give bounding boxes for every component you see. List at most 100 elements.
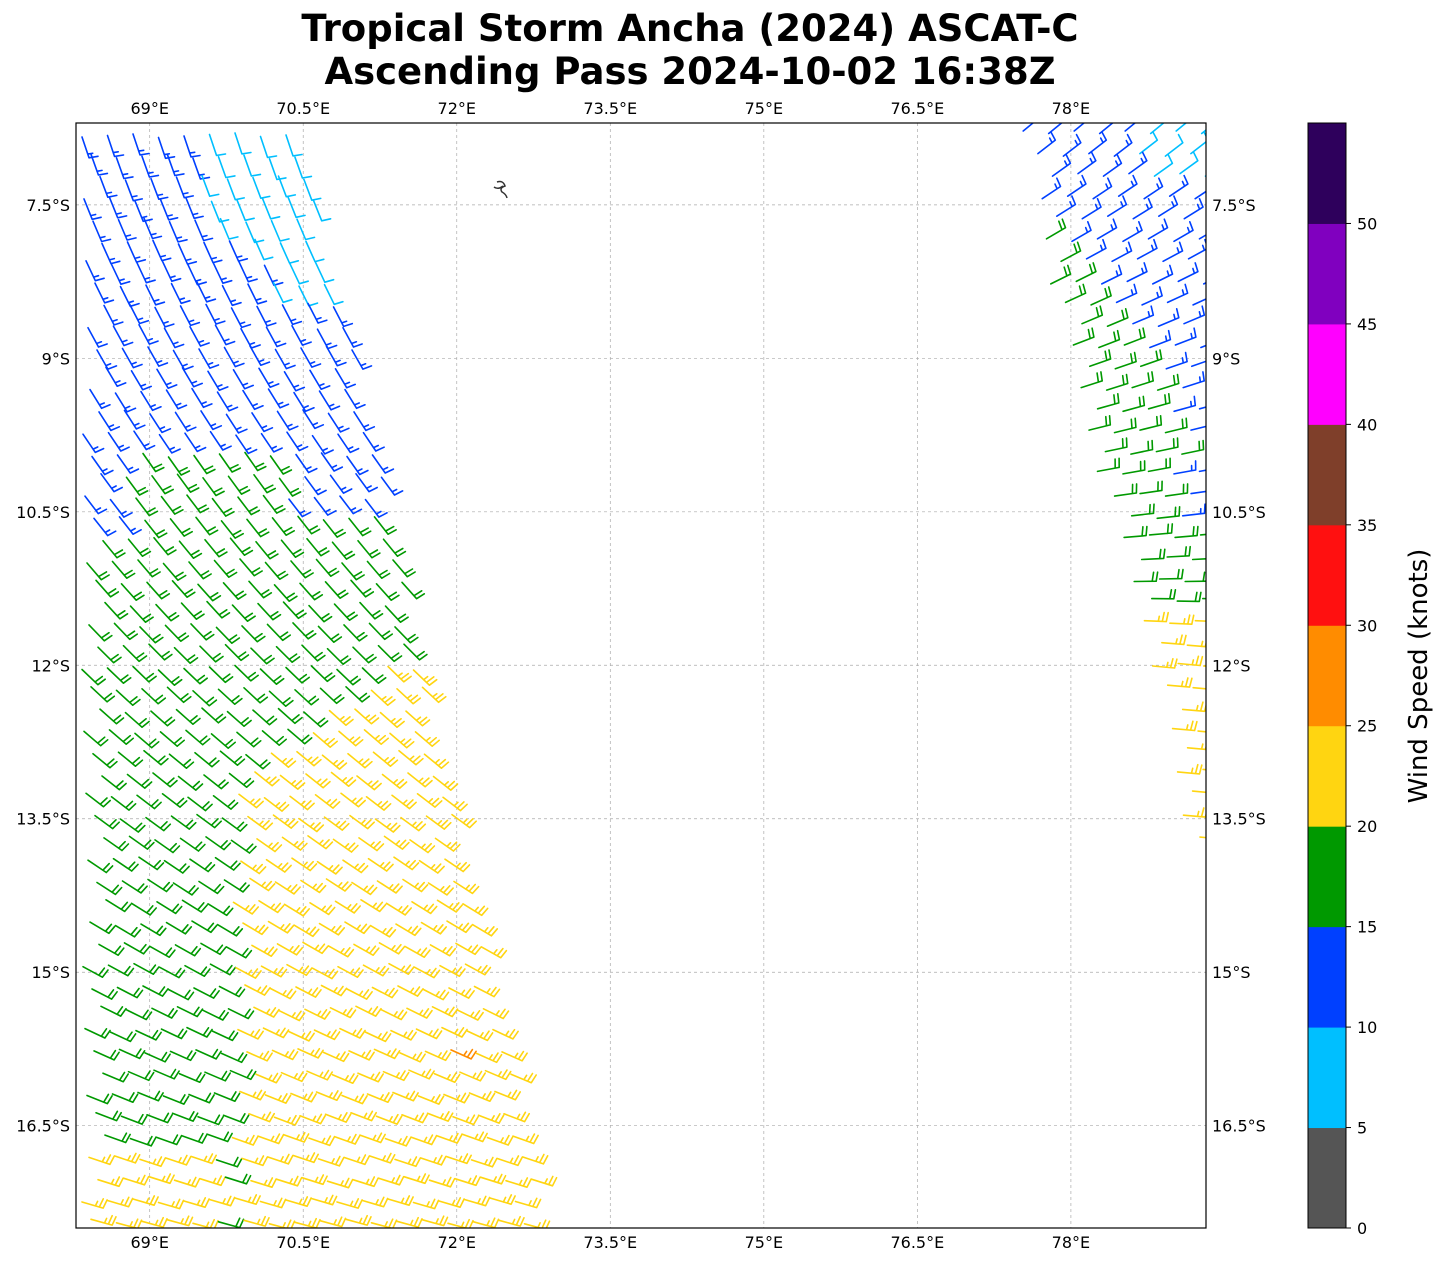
chart-title-line2: Ascending Pass 2024-10-02 16:38Z: [324, 50, 1056, 93]
wind-barb: [514, 1197, 542, 1209]
wind-barb: [324, 581, 349, 599]
wind-barb: [234, 132, 252, 155]
wind-barb: [1088, 131, 1108, 155]
wind-barb: [118, 1048, 146, 1060]
wind-barb: [120, 583, 145, 601]
wind-barb: [95, 579, 120, 598]
wind-barb: [243, 687, 269, 704]
wind-barb: [226, 710, 252, 727]
wind-barb: [1081, 197, 1102, 220]
wind-barb: [288, 1030, 315, 1042]
wind-barb: [225, 413, 248, 434]
wind-barb: [459, 1070, 486, 1082]
wind-barb: [350, 1110, 377, 1122]
wind-barb: [1081, 305, 1104, 325]
wind-barb: [505, 1177, 532, 1188]
wind-barb: [301, 1174, 328, 1186]
wind-barb: [92, 220, 112, 243]
wind-barb: [313, 496, 337, 516]
wind-barb: [401, 1112, 428, 1124]
wind-barb: [101, 775, 127, 791]
wind-barb: [163, 859, 190, 874]
wind-barb: [332, 306, 354, 328]
wind-barb: [380, 1009, 408, 1021]
wind-barb: [100, 473, 123, 493]
wind-barb: [482, 1008, 510, 1020]
wind-barb: [1122, 221, 1143, 243]
wind-barb: [82, 433, 105, 454]
wind-barb: [368, 1152, 396, 1164]
wind-barb: [83, 198, 102, 221]
wind-barb: [325, 878, 352, 892]
wind-barb: [226, 178, 245, 201]
wind-barb: [110, 263, 131, 285]
wind-barb: [249, 345, 271, 366]
wind-barb: [184, 432, 207, 453]
wind-barb: [279, 242, 300, 264]
wind-barb: [1136, 238, 1158, 260]
wind-barb: [1186, 640, 1206, 648]
wind-barb: [91, 455, 114, 476]
wind-barb: [250, 647, 275, 665]
wind-barb: [396, 1216, 423, 1228]
wind-barb: [1090, 286, 1112, 306]
wind-barb: [523, 1219, 551, 1228]
wind-barb: [106, 667, 132, 684]
wind-barb: [294, 1217, 321, 1228]
wind-barb: [1050, 264, 1072, 285]
wind-barb: [217, 1217, 245, 1228]
wind-barb: [1190, 425, 1206, 431]
wind-barb: [405, 710, 431, 727]
wind-barb: [227, 1008, 255, 1020]
wind-barb: [246, 1050, 273, 1062]
wind-barb: [249, 877, 276, 892]
wind-barb: [1181, 503, 1206, 517]
wind-barb: [243, 154, 262, 177]
lat-tick-label-right: 15°S: [1212, 963, 1251, 982]
wind-barb: [1214, 242, 1233, 261]
wind-barb: [313, 1029, 341, 1041]
wind-barb: [198, 348, 220, 369]
wind-barb: [1092, 177, 1113, 200]
wind-barb: [416, 793, 443, 808]
wind-barb: [293, 924, 320, 938]
wind-barb: [161, 260, 182, 282]
wind-barb: [171, 580, 196, 598]
wind-barb: [381, 773, 408, 789]
wind-barb: [510, 1072, 537, 1084]
wind-barb: [158, 966, 186, 979]
wind-barb: [418, 859, 445, 874]
wind-barb: [237, 496, 261, 516]
wind-barb: [255, 540, 279, 560]
wind-barb: [471, 923, 499, 937]
wind-barb: [314, 794, 341, 809]
wind-barb: [236, 199, 255, 222]
wind-barb: [137, 559, 161, 578]
wind-barb: [1139, 415, 1163, 431]
wind-barb: [212, 795, 239, 810]
wind-barb: [1158, 568, 1184, 580]
wind-barb: [1162, 241, 1184, 263]
wind-barb: [244, 984, 271, 996]
wind-barb: [293, 391, 315, 413]
wind-barb: [81, 1198, 108, 1209]
wind-barb: [349, 814, 375, 830]
wind-barb: [90, 1214, 117, 1226]
wind-barb: [408, 1068, 435, 1080]
wind-barb: [1077, 151, 1097, 175]
wind-barb: [270, 752, 297, 768]
coastline-island: [493, 180, 508, 199]
wind-barb: [444, 858, 471, 873]
wind-barb: [247, 815, 274, 831]
wind-barb: [373, 516, 397, 535]
colorbar-segment: [1308, 625, 1346, 727]
wind-barb: [296, 750, 322, 767]
wind-barb: [1179, 151, 1199, 175]
wind-barb: [317, 625, 343, 643]
wind-barb: [477, 1113, 505, 1124]
wind-barb: [209, 963, 237, 976]
wind-barb: [281, 836, 308, 851]
wind-barb: [278, 1010, 306, 1022]
wind-barb: [290, 1091, 317, 1103]
wind-barb: [1182, 807, 1206, 818]
